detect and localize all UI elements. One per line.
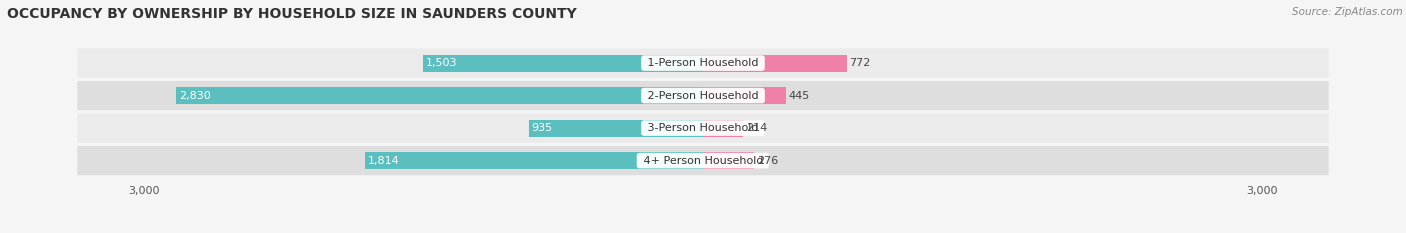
FancyBboxPatch shape <box>77 113 1329 143</box>
Text: OCCUPANCY BY OWNERSHIP BY HOUSEHOLD SIZE IN SAUNDERS COUNTY: OCCUPANCY BY OWNERSHIP BY HOUSEHOLD SIZE… <box>7 7 576 21</box>
FancyBboxPatch shape <box>77 146 1329 175</box>
Text: 2-Person Household: 2-Person Household <box>644 91 762 101</box>
Bar <box>703 87 786 104</box>
FancyBboxPatch shape <box>77 48 1329 78</box>
Text: 4+ Person Household: 4+ Person Household <box>640 156 766 166</box>
FancyBboxPatch shape <box>77 81 1329 110</box>
Text: 214: 214 <box>745 123 766 133</box>
Bar <box>703 55 846 72</box>
Text: 3-Person Household: 3-Person Household <box>644 123 762 133</box>
Bar <box>529 120 703 137</box>
Text: 1-Person Household: 1-Person Household <box>644 58 762 68</box>
Text: 445: 445 <box>789 91 810 101</box>
Bar <box>423 55 703 72</box>
Text: 1,503: 1,503 <box>426 58 457 68</box>
Bar <box>176 87 703 104</box>
Text: 772: 772 <box>849 58 870 68</box>
Text: 1,814: 1,814 <box>368 156 399 166</box>
Text: 935: 935 <box>531 123 553 133</box>
Bar <box>703 152 755 169</box>
Bar <box>366 152 703 169</box>
Text: 2,830: 2,830 <box>179 91 211 101</box>
Text: Source: ZipAtlas.com: Source: ZipAtlas.com <box>1292 7 1403 17</box>
Text: 276: 276 <box>758 156 779 166</box>
Bar <box>703 120 742 137</box>
